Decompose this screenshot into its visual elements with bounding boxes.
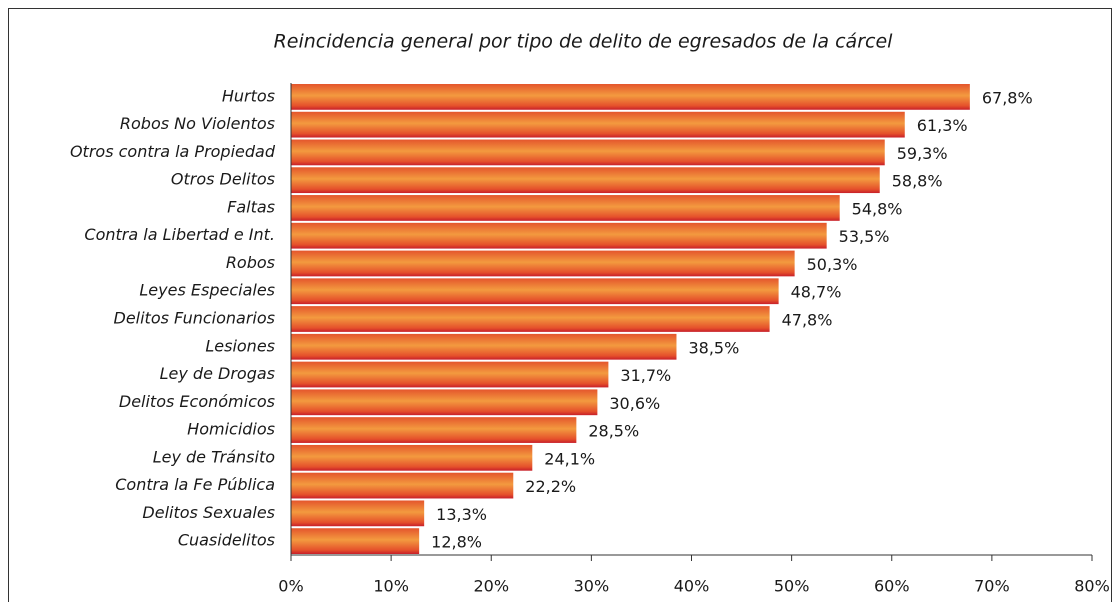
value-label: 22,2% <box>525 477 576 496</box>
value-label: 38,5% <box>688 338 739 357</box>
x-tick-label: 80% <box>1074 577 1110 596</box>
bar <box>291 139 885 166</box>
value-label: 50,3% <box>807 255 858 274</box>
value-label: 47,8% <box>782 311 833 330</box>
category-label: Otros contra la Propiedad <box>70 142 276 161</box>
value-label: 61,3% <box>917 116 968 135</box>
x-tick-label: 60% <box>874 577 910 596</box>
category-label: Homicidios <box>187 420 275 439</box>
bar <box>291 278 779 305</box>
category-label: Robos No Violentos <box>120 114 275 133</box>
category-label: Delitos Económicos <box>119 392 275 411</box>
category-label: Cuasidelitos <box>178 531 275 550</box>
x-tick-label: 10% <box>373 577 409 596</box>
bar <box>291 306 770 332</box>
bar <box>291 528 420 554</box>
value-label: 24,1% <box>544 449 595 468</box>
category-label: Otros Delitos <box>171 170 275 189</box>
value-label: 31,7% <box>620 366 671 385</box>
bar <box>291 84 970 110</box>
bar <box>291 389 598 416</box>
value-label: 53,5% <box>839 227 890 246</box>
category-label: Ley de Drogas <box>160 364 275 383</box>
bar <box>291 222 827 249</box>
category-label: Lesiones <box>205 336 275 355</box>
category-label: Contra la Libertad e Int. <box>84 225 275 244</box>
x-tick-label: 50% <box>774 577 810 596</box>
bar <box>291 472 514 499</box>
bar <box>291 444 533 471</box>
value-label: 67,8% <box>982 88 1033 107</box>
chart-title: Reincidencia general por tipo de delito … <box>274 31 894 53</box>
bar <box>291 167 880 194</box>
x-tick-label: 20% <box>473 577 509 596</box>
category-label: Delitos Funcionarios <box>114 309 276 328</box>
bar <box>291 333 677 360</box>
bar <box>291 361 609 388</box>
value-label: 13,3% <box>436 505 487 524</box>
bar <box>291 417 577 443</box>
category-label: Delitos Sexuales <box>142 503 275 522</box>
bar <box>291 111 905 138</box>
x-tick-label: 40% <box>674 577 710 596</box>
bar <box>291 500 425 527</box>
category-label: Robos <box>226 253 275 272</box>
bar <box>291 195 840 221</box>
value-label: 12,8% <box>431 533 482 552</box>
category-label: Leyes Especiales <box>139 281 275 300</box>
value-label: 30,6% <box>609 394 660 413</box>
x-tick-label: 70% <box>974 577 1010 596</box>
value-label: 28,5% <box>588 422 639 441</box>
category-label: Faltas <box>227 197 275 216</box>
value-label: 59,3% <box>897 144 948 163</box>
category-label: Contra la Fe Pública <box>115 475 275 494</box>
category-label: Ley de Tránsito <box>153 447 276 466</box>
x-tick-label: 0% <box>278 577 303 596</box>
frame <box>8 8 1112 602</box>
value-label: 54,8% <box>852 199 903 218</box>
value-label: 58,8% <box>892 172 943 191</box>
x-tick-label: 30% <box>574 577 610 596</box>
value-label: 48,7% <box>791 283 842 302</box>
category-label: Hurtos <box>222 86 275 105</box>
bar <box>291 250 795 277</box>
